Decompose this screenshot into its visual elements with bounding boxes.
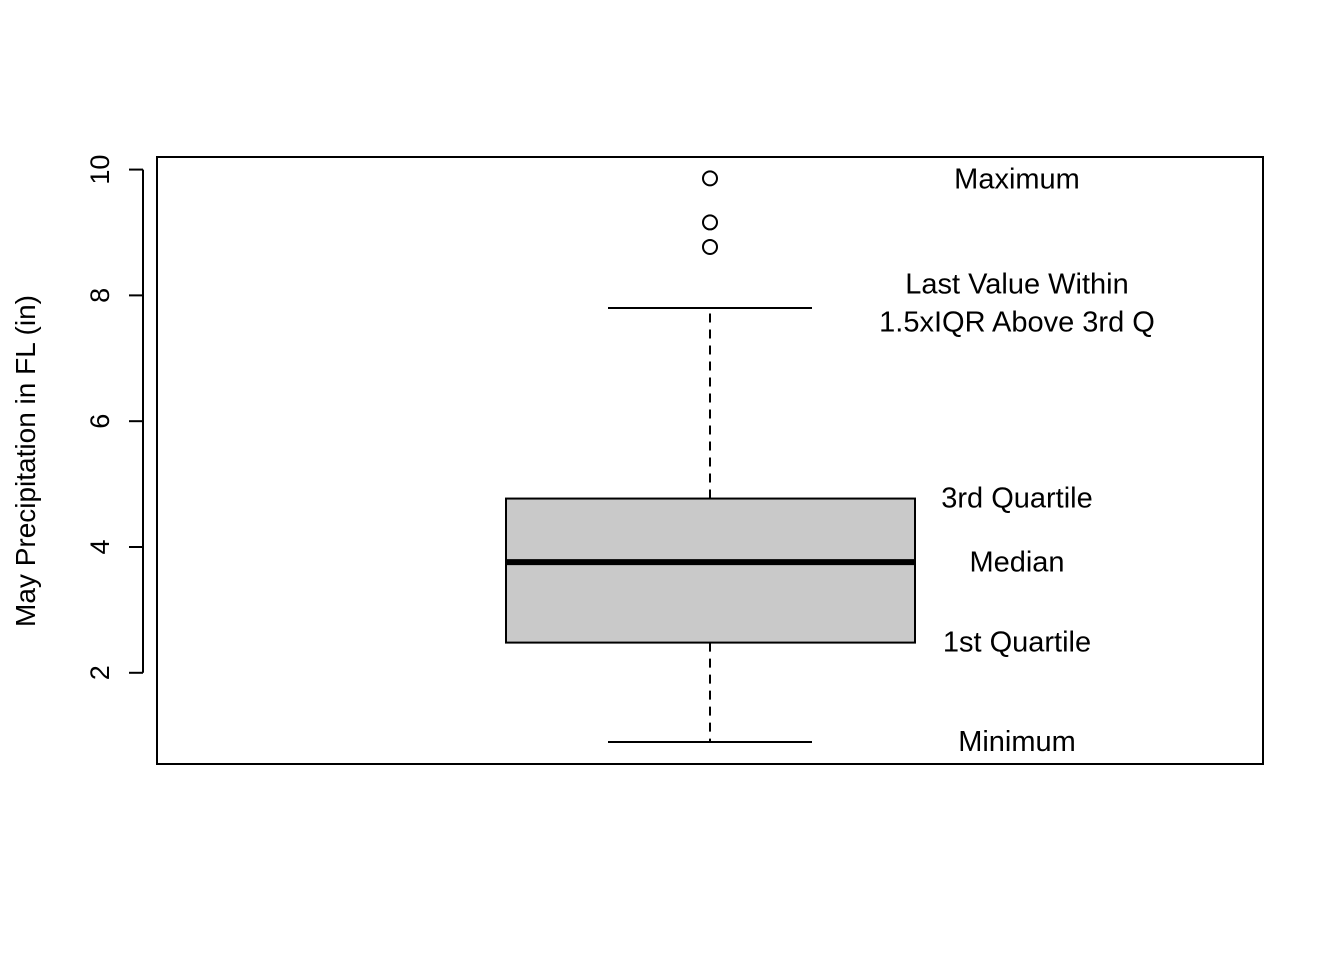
box-plot	[505, 170, 916, 743]
annotation-label: Maximum	[954, 164, 1080, 196]
interquartile-box	[505, 497, 916, 644]
y-axis-label: May Precipitation in FL (in)	[10, 295, 41, 627]
annotations: Maximum Last Value Within 1.5xIQR Above 3r…	[879, 164, 1155, 758]
annotation-label: Last Value Within	[905, 269, 1129, 301]
annotation-label: 1st Quartile	[943, 627, 1091, 659]
annotation-label: 3rd Quartile	[941, 483, 1093, 515]
y-axis: 2 4 6 8 10	[85, 155, 144, 680]
outlier-point	[702, 170, 718, 187]
y-tick-label: 10	[85, 155, 115, 185]
annotation-label: Minimum	[958, 726, 1076, 758]
y-tick-label: 4	[85, 539, 115, 554]
y-tick-label: 6	[85, 414, 115, 429]
outlier-point	[702, 214, 718, 231]
y-tick-label: 8	[85, 288, 115, 303]
annotation-label: 1.5xIQR Above 3rd Q	[879, 307, 1155, 339]
y-tick-label: 2	[85, 665, 115, 680]
annotation-label: Median	[969, 547, 1064, 579]
plot-frame	[156, 156, 1264, 765]
outlier-point	[702, 238, 718, 255]
